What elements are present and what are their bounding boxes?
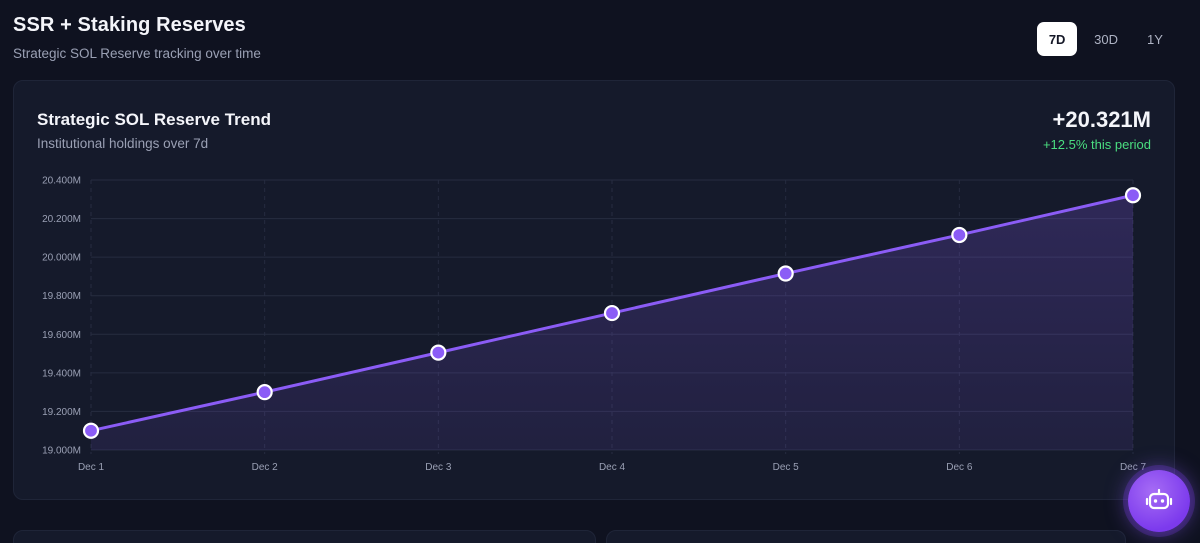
range-tab-30d[interactable]: 30D [1094,31,1118,47]
data-point[interactable] [430,344,447,361]
current-value: +20.321M [1052,107,1151,132]
y-tick-label: 19.600M [42,330,81,341]
x-tick-label: Dec 7 [1120,462,1147,473]
y-tick-label: 19.200M [42,407,81,418]
y-tick-label: 19.000M [42,446,81,457]
page-title: SSR + Staking Reserves [13,14,246,36]
x-tick-label: Dec 1 [78,462,105,473]
data-point[interactable] [256,384,273,401]
data-point[interactable] [1124,187,1142,204]
y-tick-label: 20.400M [42,176,81,187]
x-tick-label: Dec 6 [946,462,973,473]
x-tick-label: Dec 3 [425,462,452,473]
data-point[interactable] [777,265,794,282]
range-tab-7d[interactable]: 7D [1037,22,1078,56]
data-point[interactable] [603,304,621,322]
card-title: Strategic SOL Reserve Trend [37,110,272,129]
y-tick-label: 19.400M [42,368,81,379]
page-header: SSR + Staking Reserves Strategic SOL Res… [13,14,261,61]
range-selector: 7D 30D 1Y [1037,22,1175,56]
assistant-button[interactable] [1128,470,1190,532]
y-tick-label: 20.000M [42,253,81,264]
x-tick-label: Dec 5 [773,462,800,473]
y-tick-label: 19.800M [42,291,81,302]
x-tick-label: Dec 4 [599,462,626,473]
robot-icon [1145,488,1173,510]
bottom-card-left [13,530,596,543]
x-tick-label: Dec 2 [252,462,279,473]
card-subtitle: Institutional holdings over 7d [37,136,209,151]
range-tab-1y[interactable]: 1Y [1147,31,1163,47]
bottom-card-right [606,530,1126,543]
data-point[interactable] [951,226,968,244]
data-point[interactable] [82,422,100,439]
series-area [91,195,1133,450]
y-tick-label: 20.200M [42,214,81,225]
page-subtitle: Strategic SOL Reserve tracking over time [13,46,261,61]
period-change: +12.5% this period [1042,137,1151,152]
